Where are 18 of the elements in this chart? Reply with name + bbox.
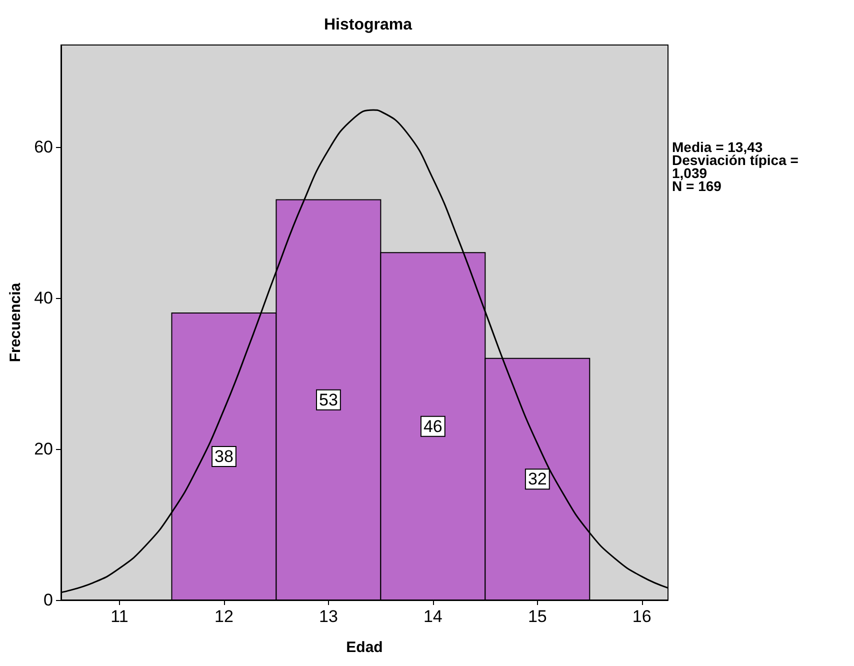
y-tick-label: 60 (34, 137, 53, 156)
x-tick-label: 16 (632, 607, 652, 626)
x-tick-label: 12 (214, 607, 234, 626)
y-axis-title: Frecuencia (7, 282, 24, 362)
text: Media = 13,43 (672, 139, 763, 155)
x-tick-label: 15 (528, 607, 547, 626)
x-tick-label: 11 (110, 607, 128, 626)
chart-title: Histograma (324, 16, 412, 34)
x-axis-title: Edad (346, 639, 383, 656)
data-label: 53 (318, 390, 338, 410)
data-label: 32 (528, 470, 547, 489)
x-tick-label: 14 (423, 607, 442, 626)
data-label: 38 (214, 447, 234, 466)
y-tick-label: 0 (44, 590, 53, 610)
y-tick-label: 20 (34, 439, 53, 458)
data-label: 46 (423, 416, 442, 436)
y-tick-label: 40 (34, 288, 53, 308)
x-tick-label: 13 (318, 607, 338, 626)
